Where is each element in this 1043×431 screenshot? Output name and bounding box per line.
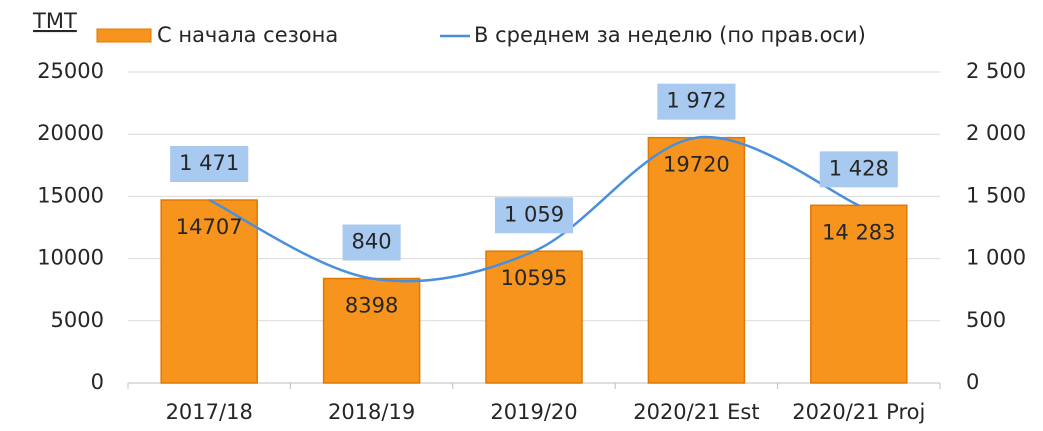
label-box (494, 197, 574, 234)
y-tick-label: 5000 (51, 308, 104, 332)
y2-tick-label: 0 (966, 370, 979, 394)
y2-tick-label: 500 (966, 308, 1006, 332)
y-tick-label: 0 (91, 370, 104, 394)
y-tick-label: 20000 (37, 121, 104, 145)
bar-value-label: 14707 (176, 215, 243, 239)
y-tick-label: 10000 (37, 246, 104, 270)
legend-label: В среднем за неделю (по прав.оси) (474, 23, 866, 47)
unit-label: ТМТ (32, 9, 77, 33)
line-value-label: 1 972 (666, 89, 726, 113)
y2-tick-label: 1 500 (966, 183, 1026, 207)
y2-tick-label: 2 500 (966, 59, 1026, 83)
bar-value-label: 8398 (345, 294, 398, 318)
line-value-label: 840 (352, 230, 392, 254)
legend-label: С начала сезона (157, 23, 338, 47)
y2-tick-label: 2 000 (966, 121, 1026, 145)
y-tick-label: 25000 (37, 59, 104, 83)
x-tick-label: 2020/21 Est (633, 400, 759, 424)
bar-value-label: 14 283 (822, 220, 895, 244)
label-box (170, 146, 249, 183)
label-box (657, 83, 736, 120)
x-tick-label: 2018/19 (328, 400, 415, 424)
line-value-label: 1 471 (179, 151, 239, 175)
bar (160, 199, 258, 384)
label-box (819, 151, 898, 188)
line (208, 135, 860, 283)
bar-value-label: 19720 (663, 153, 730, 177)
x-tick-label: 2020/21 Proj (792, 400, 925, 424)
y-tick-label: 15000 (37, 183, 104, 207)
x-tick-label: 2019/20 (490, 400, 577, 424)
bar (810, 204, 908, 384)
bar-value-label: 10595 (501, 266, 568, 290)
legend-swatch (96, 28, 152, 43)
x-tick-label: 2017/18 (166, 400, 253, 424)
label-box (342, 224, 401, 261)
y2-tick-label: 1 000 (966, 246, 1026, 270)
line-value-label: 1 059 (504, 202, 564, 226)
line-value-label: 1 428 (829, 156, 889, 180)
